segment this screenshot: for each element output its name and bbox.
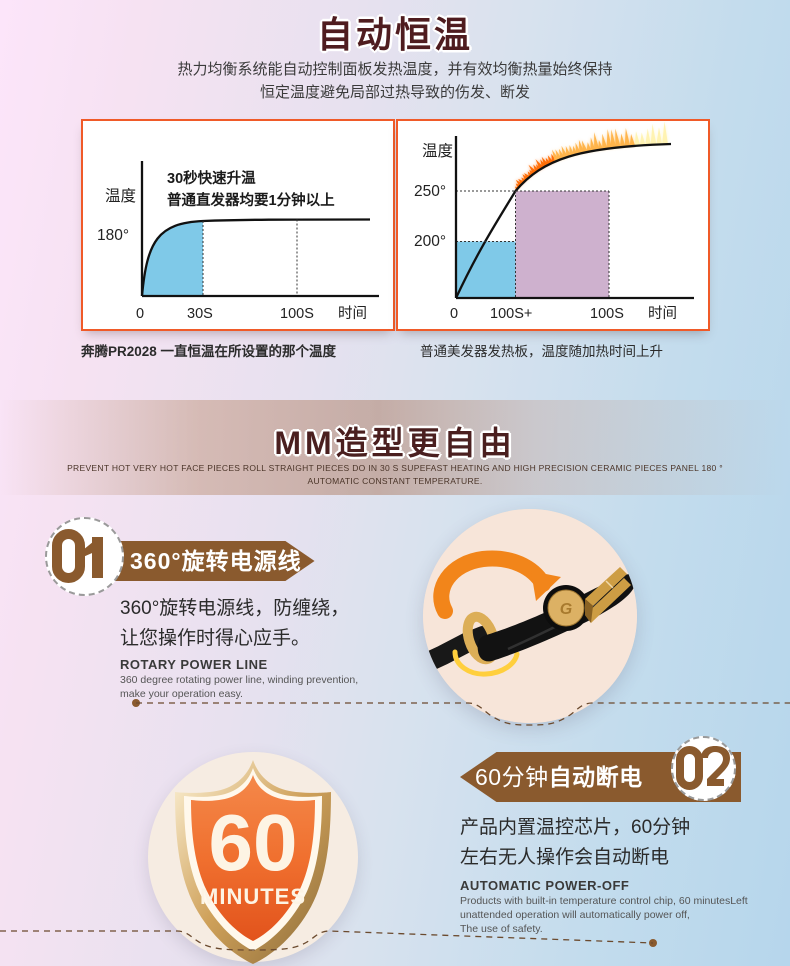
svg-text:温度: 温度	[105, 187, 136, 205]
svg-text:时间: 时间	[648, 305, 677, 322]
svg-text:60: 60	[209, 798, 298, 887]
svg-text:200°: 200°	[414, 233, 446, 250]
svg-text:30S: 30S	[187, 306, 213, 322]
svg-text:G: G	[560, 601, 572, 618]
svg-text:普通直发器均要1分钟以上: 普通直发器均要1分钟以上	[167, 191, 335, 209]
svg-text:0: 0	[136, 306, 144, 322]
svg-text:100S: 100S	[590, 306, 624, 322]
svg-text:180°: 180°	[97, 227, 129, 244]
svg-text:30秒快速升温: 30秒快速升温	[167, 169, 256, 187]
svg-text:时间: 时间	[338, 305, 367, 322]
svg-text:250°: 250°	[414, 183, 446, 200]
svg-text:100S+: 100S+	[490, 306, 532, 322]
svg-text:温度: 温度	[422, 142, 453, 160]
svg-text:100S: 100S	[280, 306, 314, 322]
svg-text:MINUTES: MINUTES	[200, 884, 306, 909]
svg-text:0: 0	[450, 306, 458, 322]
